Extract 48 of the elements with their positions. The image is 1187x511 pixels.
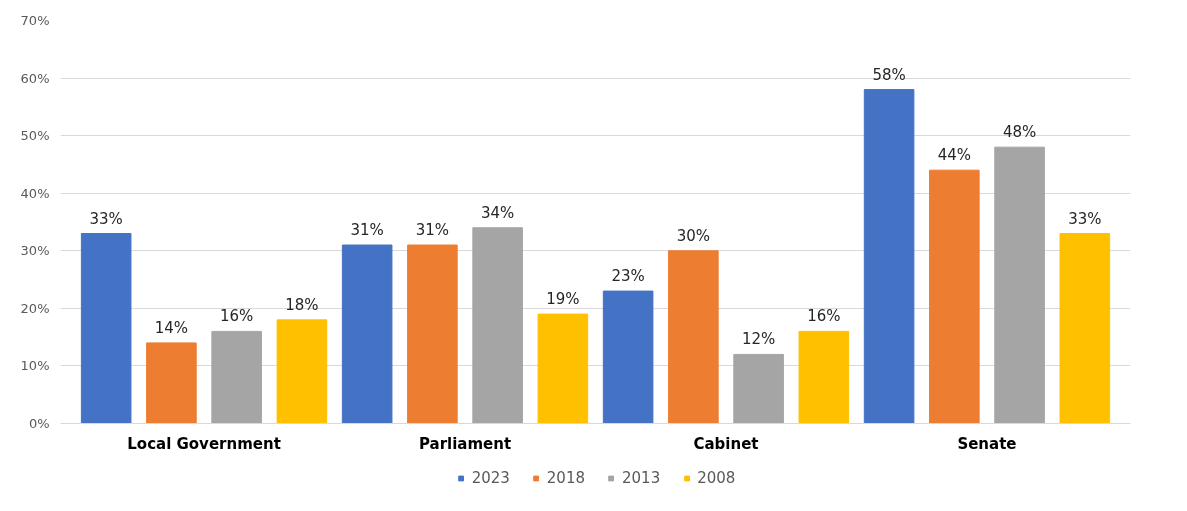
x-tick-label: Senate: [957, 434, 1017, 453]
data-label: 34%: [480, 203, 515, 222]
data-label: 23%: [611, 267, 645, 286]
bar: [668, 250, 719, 424]
y-tick-label: 10%: [20, 358, 50, 374]
data-label: 12%: [741, 330, 776, 349]
data-label: 16%: [807, 307, 841, 326]
data-label: 16%: [219, 307, 254, 326]
y-tick-label: 60%: [20, 70, 50, 86]
bar: [407, 244, 458, 424]
bar: [733, 353, 784, 424]
bar: [472, 227, 523, 424]
data-label: 58%: [872, 65, 906, 84]
bar: [341, 244, 393, 424]
legend-label: 2018: [546, 468, 585, 487]
bar: [211, 330, 262, 424]
x-tick-label: Cabinet: [693, 434, 759, 453]
data-label: 14%: [154, 318, 189, 337]
legend-label: 2013: [622, 468, 661, 487]
bar: [602, 290, 654, 424]
data-label: 18%: [285, 295, 319, 314]
bar: [994, 146, 1045, 424]
bar: [537, 313, 589, 424]
data-label: 33%: [1068, 209, 1102, 228]
x-tick-label: Parliament: [418, 434, 512, 453]
data-label: 19%: [546, 290, 580, 309]
bar: [146, 342, 197, 424]
data-label: 44%: [937, 146, 972, 165]
y-tick-label: 20%: [20, 300, 50, 316]
bar: [863, 89, 915, 424]
bar: [1059, 233, 1111, 424]
data-label: 31%: [415, 221, 450, 240]
y-tick-label: 0%: [28, 416, 50, 431]
y-tick-label: 30%: [20, 243, 50, 259]
legend-label: 2023: [471, 468, 510, 487]
data-label: 30%: [676, 226, 711, 245]
y-tick-label: 50%: [20, 128, 50, 144]
data-label: 31%: [350, 221, 384, 240]
y-tick-label: 70%: [20, 13, 50, 28]
bar: [276, 319, 328, 424]
x-tick-label: Local Government: [127, 434, 281, 453]
legend-label: 2008: [697, 468, 736, 487]
bar: [929, 169, 980, 424]
bar: [798, 330, 850, 424]
data-label: 48%: [1002, 123, 1037, 142]
data-label: 33%: [89, 209, 123, 228]
bar: [80, 233, 132, 424]
y-tick-label: 40%: [20, 185, 50, 201]
